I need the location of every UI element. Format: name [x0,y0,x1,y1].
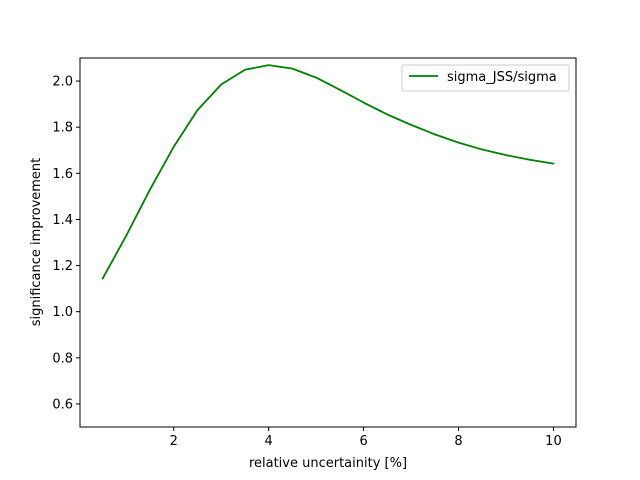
plot-area [80,58,576,427]
series-layer [101,64,555,280]
y-tick-label: 1.4 [52,213,73,228]
y-tick-label: 1.2 [52,259,73,274]
legend: sigma_JSS/sigma [401,64,570,92]
y-axis-label: significance improvement [29,158,44,327]
data-point [457,141,460,144]
y-tick-label: 0.8 [52,351,73,366]
data-point [386,113,389,116]
data-point [101,277,104,280]
data-point [125,234,128,237]
y-tick-label: 1.6 [52,167,73,182]
y-tick-label: 0.6 [52,397,73,412]
y-tick-label: 1.0 [52,305,73,320]
plot-frame [79,57,577,428]
data-point [362,101,365,104]
legend-box [401,64,570,92]
data-point [267,64,270,67]
data-point [338,88,341,91]
legend-label: sigma_JSS/sigma [447,70,557,85]
x-tick-label: 6 [359,434,367,449]
data-point [505,154,507,156]
data-point [149,188,151,191]
data-point [220,83,223,86]
data-point [244,68,246,71]
y-tick-label: 1.8 [52,121,73,136]
data-point [528,158,531,161]
data-point [410,123,412,126]
data-point [291,67,294,70]
x-tick-label: 4 [265,434,273,449]
data-point [552,162,555,165]
series-line-0 [101,64,554,280]
y-tick-label: 2.0 [52,75,73,90]
data-point [481,148,484,151]
data-point [433,133,436,136]
x-tick-label: 8 [454,434,462,449]
x-tick-label: 2 [170,434,178,449]
data-point [172,145,175,148]
x-tick-label: 10 [545,434,562,449]
ticks-layer: 2 4 6 8 10 0.6 0.8 1.0 1.2 1.4 1.6 1.8 2.0 [52,75,561,449]
data-point [196,109,199,112]
x-axis-label: relative uncertainity [%] [249,456,407,471]
data-point [315,76,318,79]
